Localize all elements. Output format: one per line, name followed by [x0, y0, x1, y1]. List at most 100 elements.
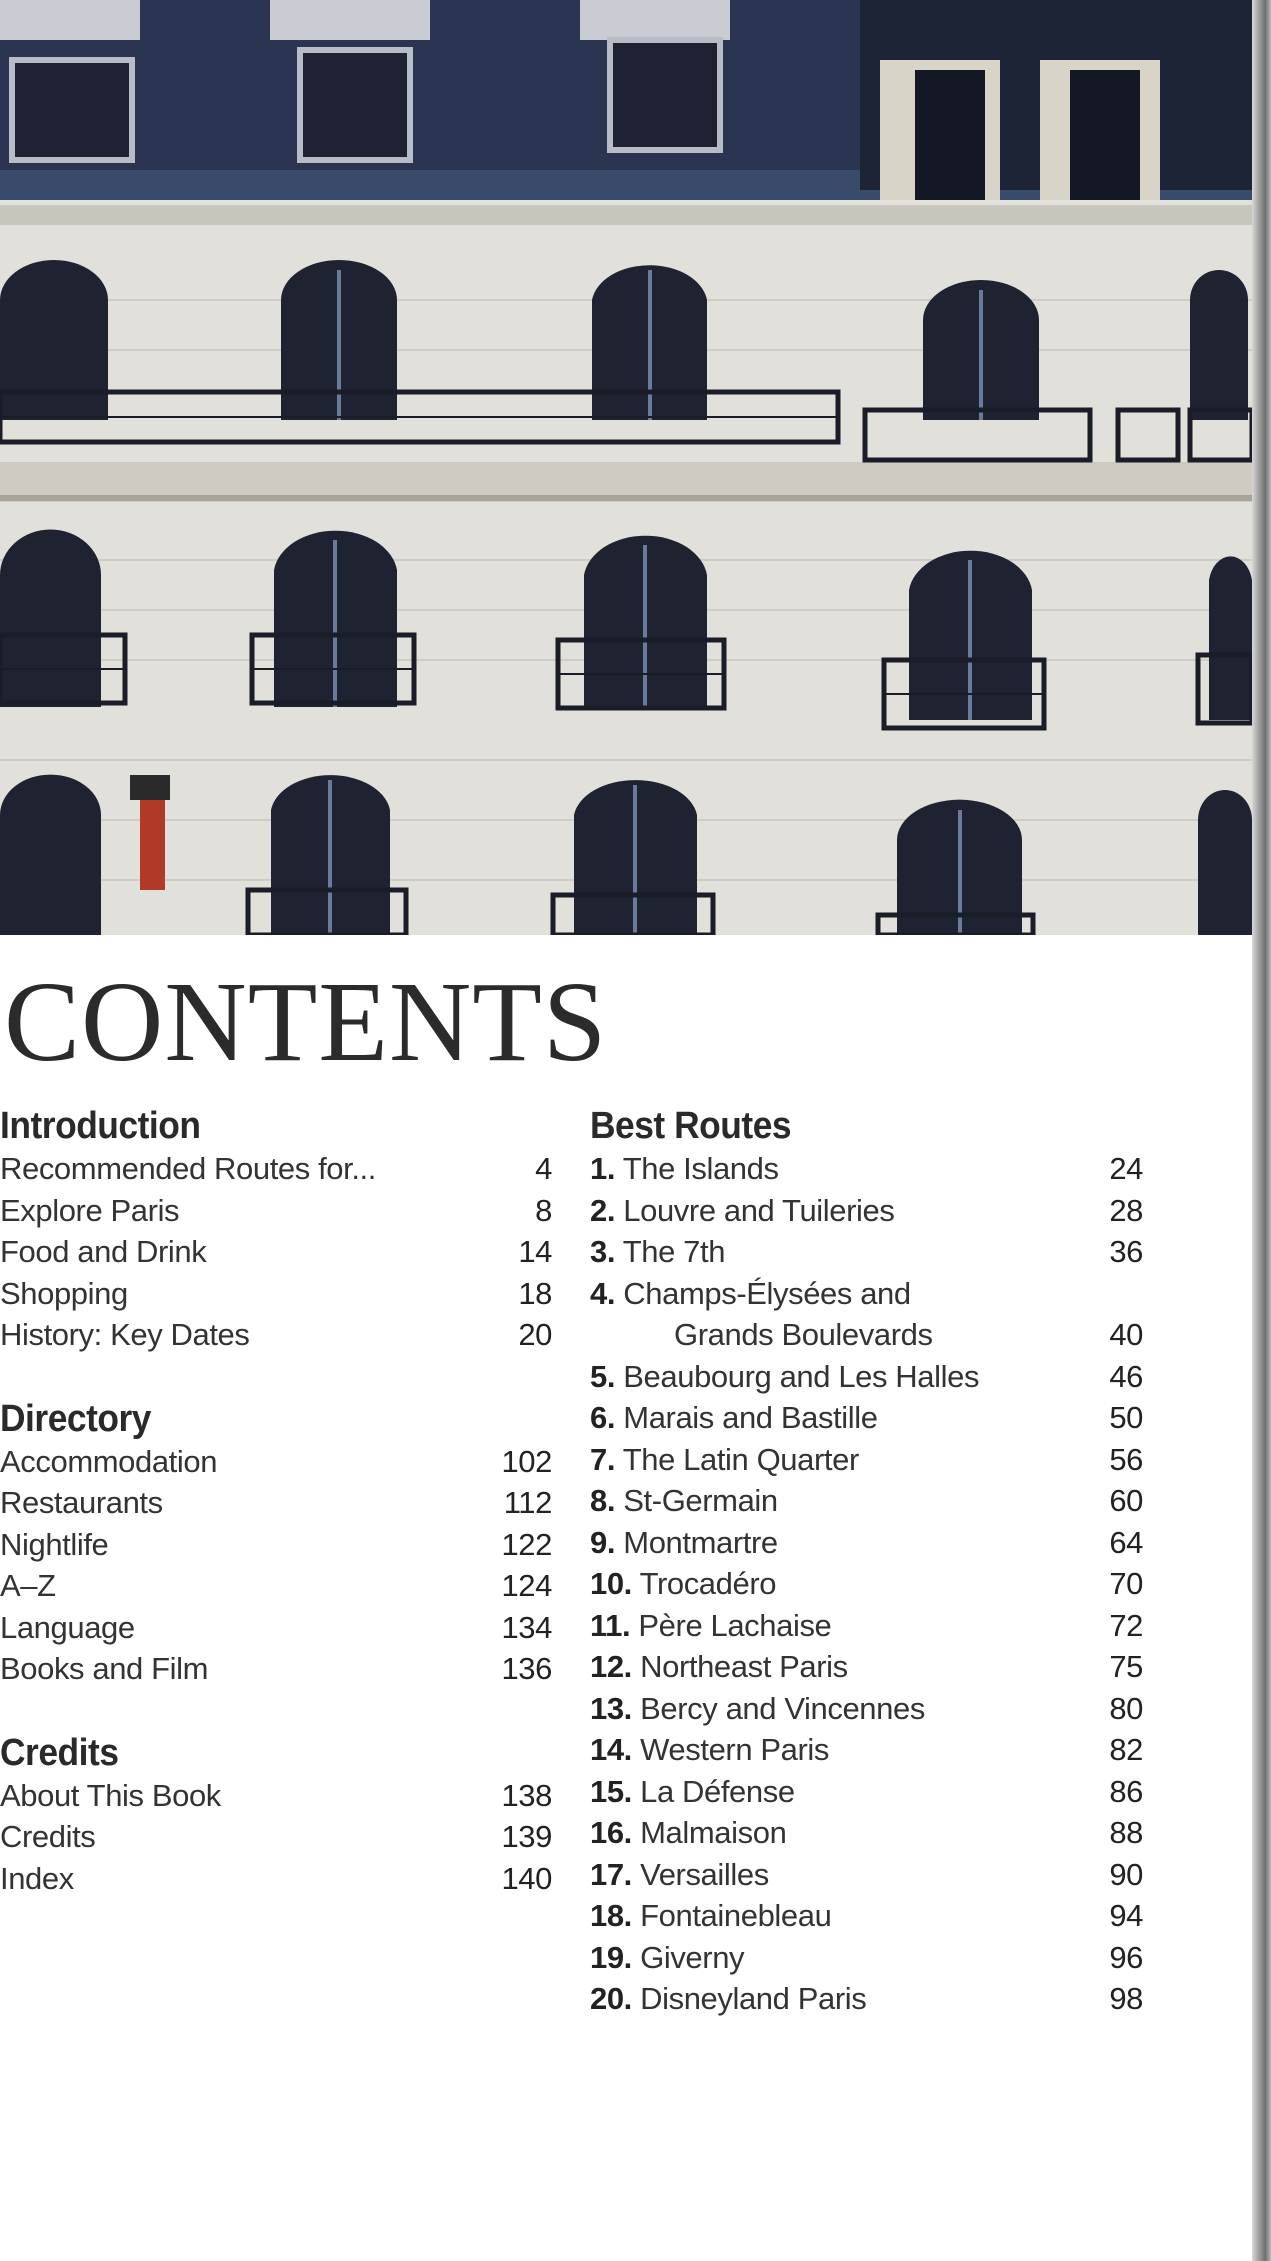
toc-entry[interactable]: Shopping 18: [0, 1273, 552, 1315]
entry-title: Language: [0, 1609, 135, 1645]
entry-page: 88: [1109, 1815, 1143, 1850]
entry-title: Index: [0, 1860, 74, 1896]
toc-entry[interactable]: Index 140: [0, 1858, 552, 1900]
route-title: 4. Champs-Élysées and: [590, 1273, 911, 1315]
section-heading: Credits: [0, 1731, 119, 1774]
paris-building-photo: [0, 0, 1252, 935]
entry-title: Recommended Routes for...: [0, 1151, 376, 1186]
route-title: 9. Montmartre: [590, 1522, 778, 1564]
route-title: 17. Versailles: [590, 1854, 769, 1896]
entry-page: 102: [501, 1443, 552, 1479]
route-entry[interactable]: 17. Versailles 90: [590, 1854, 1143, 1896]
route-title: 8. St-Germain: [590, 1480, 778, 1522]
route-entry-continued[interactable]: Grands Boulevards 40: [590, 1314, 1143, 1356]
route-number: 12.: [590, 1649, 632, 1684]
entry-title: A–Z: [0, 1568, 56, 1603]
route-number: 18.: [590, 1898, 632, 1933]
toc-entry[interactable]: Explore Paris 8: [0, 1190, 552, 1232]
entry-page: 80: [1109, 1690, 1143, 1726]
entry-page: 140: [501, 1860, 552, 1896]
route-name: Trocadéro: [639, 1566, 777, 1601]
toc-entry[interactable]: Language 134: [0, 1607, 552, 1649]
entry-title: Accommodation: [0, 1443, 218, 1479]
route-title: 12. Northeast Paris: [590, 1646, 848, 1688]
entry-page: 36: [1109, 1234, 1143, 1269]
best-routes-column: Best Routes 1. The Islands 24 2. Louvre and…: [590, 1104, 1143, 2020]
route-number: 13.: [590, 1690, 632, 1726]
route-number: 14.: [590, 1732, 632, 1767]
route-entry[interactable]: 18. Fontainebleau 94: [590, 1895, 1143, 1937]
entry-title: About This Book: [0, 1777, 221, 1813]
route-entry[interactable]: 3. The 7th 36: [590, 1231, 1143, 1273]
route-entry[interactable]: 12. Northeast Paris 75: [590, 1646, 1143, 1688]
entry-title: Explore Paris: [0, 1192, 180, 1228]
entry-title: Restaurants: [0, 1485, 163, 1520]
route-entry[interactable]: 2. Louvre and Tuileries 28: [590, 1190, 1143, 1232]
route-entry[interactable]: 7. The Latin Quarter 56: [590, 1439, 1143, 1481]
entry-page: 134: [501, 1609, 552, 1645]
route-name: Marais and Bastille: [623, 1400, 878, 1435]
route-entry[interactable]: 9. Montmartre 64: [590, 1522, 1143, 1564]
entry-page: 136: [501, 1651, 552, 1686]
route-name: The Islands: [622, 1151, 779, 1186]
route-title: 10. Trocadéro: [590, 1563, 777, 1605]
route-entry[interactable]: 13. Bercy and Vincennes 80: [590, 1688, 1143, 1730]
section-heading: Best Routes: [590, 1105, 792, 1147]
route-entry[interactable]: 8. St-Germain 60: [590, 1480, 1143, 1522]
route-entry[interactable]: 1. The Islands 24: [590, 1148, 1143, 1190]
route-entry[interactable]: 10. Trocadéro 70: [590, 1563, 1143, 1605]
entry-title: Shopping: [0, 1275, 128, 1311]
route-title: 18. Fontainebleau: [590, 1895, 832, 1937]
toc-entry[interactable]: About This Book 138: [0, 1775, 552, 1817]
route-title: 6. Marais and Bastille: [590, 1397, 878, 1439]
route-entry[interactable]: 14. Western Paris 82: [590, 1729, 1143, 1771]
route-entry[interactable]: 20. Disneyland Paris 98: [590, 1978, 1143, 2020]
route-number: 17.: [590, 1856, 632, 1892]
toc-entry[interactable]: Books and Film 136: [0, 1648, 552, 1690]
route-entry[interactable]: 11. Père Lachaise 72: [590, 1605, 1143, 1647]
toc-entry[interactable]: Restaurants 112: [0, 1482, 552, 1524]
route-name: Versailles: [640, 1856, 769, 1892]
route-title: 5. Beaubourg and Les Halles: [590, 1356, 979, 1398]
toc-entry[interactable]: Accommodation 102: [0, 1441, 552, 1483]
entry-page: 4: [535, 1151, 552, 1186]
route-entry[interactable]: 15. La Défense 86: [590, 1771, 1143, 1813]
entry-page: 124: [501, 1568, 552, 1603]
toc-entry[interactable]: Recommended Routes for... 4: [0, 1148, 552, 1190]
route-title: 15. La Défense: [590, 1771, 795, 1813]
entry-page: 60: [1109, 1483, 1143, 1518]
entry-page: 56: [1109, 1441, 1143, 1477]
entry-page: 14: [518, 1234, 552, 1269]
entry-page: 70: [1109, 1566, 1143, 1601]
entry-page: 8: [535, 1192, 552, 1228]
route-entry[interactable]: 16. Malmaison 88: [590, 1812, 1143, 1854]
route-name: La Défense: [640, 1773, 795, 1809]
route-name: Père Lachaise: [638, 1607, 832, 1643]
route-entry[interactable]: 6. Marais and Bastille 50: [590, 1397, 1143, 1439]
route-name: The 7th: [622, 1234, 726, 1269]
route-number: 5.: [590, 1358, 616, 1394]
route-name: Giverny: [640, 1939, 745, 1975]
entry-title: Nightlife: [0, 1526, 109, 1562]
toc-entry[interactable]: Credits 139: [0, 1816, 552, 1858]
route-entry[interactable]: 19. Giverny 96: [590, 1937, 1143, 1979]
entry-page: 94: [1109, 1898, 1143, 1933]
toc-entry[interactable]: Food and Drink 14: [0, 1231, 552, 1273]
section-gap: [0, 1690, 552, 1731]
toc-entry[interactable]: A–Z 124: [0, 1565, 552, 1607]
route-name: Louvre and Tuileries: [623, 1192, 895, 1228]
entry-page: 82: [1109, 1732, 1143, 1767]
route-name: Champs-Élysées and: [623, 1275, 911, 1311]
route-title: 20. Disneyland Paris: [590, 1978, 867, 2020]
route-entry[interactable]: 5. Beaubourg and Les Halles 46: [590, 1356, 1143, 1398]
route-title: 11. Père Lachaise: [590, 1605, 832, 1647]
entry-title: Food and Drink: [0, 1234, 207, 1269]
route-title: 14. Western Paris: [590, 1729, 829, 1771]
route-number: 7.: [590, 1441, 616, 1477]
entry-page: 20: [518, 1317, 552, 1352]
route-number: 9.: [590, 1524, 616, 1560]
section-heading: Directory: [0, 1397, 151, 1440]
route-entry[interactable]: 4. Champs-Élysées and: [590, 1273, 1143, 1315]
toc-entry[interactable]: History: Key Dates 20: [0, 1314, 552, 1356]
toc-entry[interactable]: Nightlife 122: [0, 1524, 552, 1566]
